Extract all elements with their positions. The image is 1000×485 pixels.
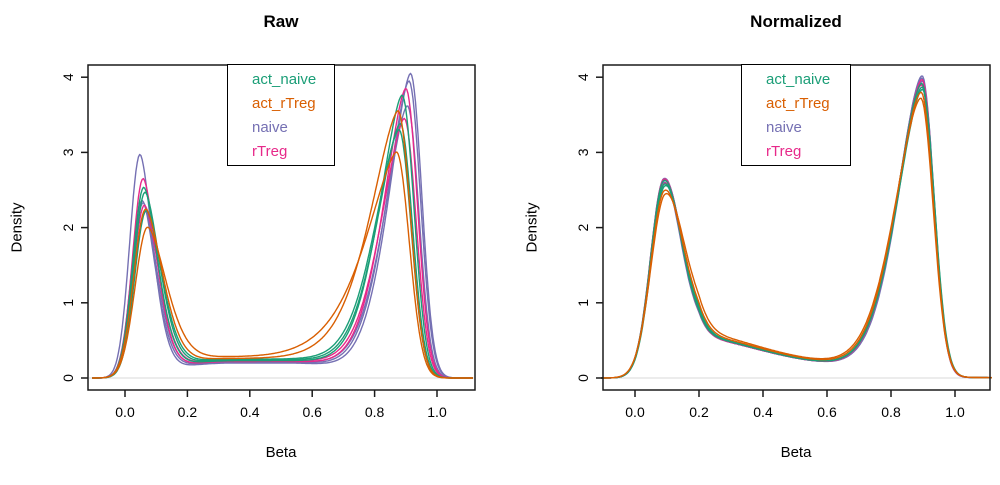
density-curve-act_rTreg_2 bbox=[601, 97, 992, 379]
y-tick-label: 4 bbox=[575, 73, 591, 81]
density-curve-naive_2 bbox=[92, 80, 473, 379]
x-axis-label-raw: Beta bbox=[265, 444, 297, 461]
legend-item-naive: naive bbox=[766, 119, 802, 136]
x-tick-label: 0.6 bbox=[817, 404, 837, 420]
density-curve-act_naive_3 bbox=[601, 88, 992, 379]
y-tick-label: 3 bbox=[575, 148, 591, 156]
y-tick-label: 1 bbox=[60, 299, 76, 307]
x-tick-label: 0.4 bbox=[240, 404, 260, 420]
x-tick-label: 1.0 bbox=[427, 404, 447, 420]
x-tick-label: 0.2 bbox=[689, 404, 709, 420]
x-tick-label: 0.0 bbox=[625, 404, 645, 420]
legend-item-rTreg: rTreg bbox=[766, 143, 802, 160]
density-curve-act_rTreg_1 bbox=[92, 110, 473, 379]
legend-item-act_naive: act_naive bbox=[252, 71, 317, 88]
x-tick-label: 0.6 bbox=[302, 404, 322, 420]
y-tick-label: 4 bbox=[60, 73, 76, 81]
x-tick-label: 0.8 bbox=[365, 404, 385, 420]
x-tick-label: 0.0 bbox=[115, 404, 135, 420]
y-tick-label: 2 bbox=[575, 223, 591, 231]
panel-raw: 0.0 0.2 0.4 0.6 0.8 1.0 0 1 2 3 4 bbox=[60, 64, 476, 420]
legend-item-act_rTreg: act_rTreg bbox=[766, 95, 830, 112]
y-tick-label: 0 bbox=[575, 374, 591, 382]
y-axis-label-raw: Density bbox=[8, 202, 26, 253]
panel-title-normalized: Normalized bbox=[750, 12, 842, 31]
y-axis-label-normalized: Density bbox=[523, 202, 541, 253]
y-tick-label: 3 bbox=[60, 148, 76, 156]
x-tick-label: 0.8 bbox=[881, 404, 901, 420]
x-tick-label: 0.2 bbox=[178, 404, 198, 420]
density-curve-act_rTreg_1 bbox=[601, 91, 992, 379]
y-tick-label: 2 bbox=[60, 223, 76, 231]
y-tick-label: 0 bbox=[60, 374, 76, 382]
density-curve-act_rTreg_2 bbox=[92, 151, 473, 379]
legend-item-rTreg: rTreg bbox=[252, 143, 288, 160]
legend-item-act_naive: act_naive bbox=[766, 71, 831, 88]
density-curve-act_naive_1 bbox=[92, 94, 473, 379]
x-tick-label: 0.4 bbox=[753, 404, 773, 420]
y-tick-label: 1 bbox=[575, 299, 591, 307]
legend-item-act_rTreg: act_rTreg bbox=[252, 95, 316, 112]
x-tick-label: 1.0 bbox=[945, 404, 965, 420]
x-axis-label-normalized: Beta bbox=[780, 444, 812, 461]
panel-title-raw: Raw bbox=[263, 12, 299, 31]
legend-item-naive: naive bbox=[252, 119, 288, 136]
